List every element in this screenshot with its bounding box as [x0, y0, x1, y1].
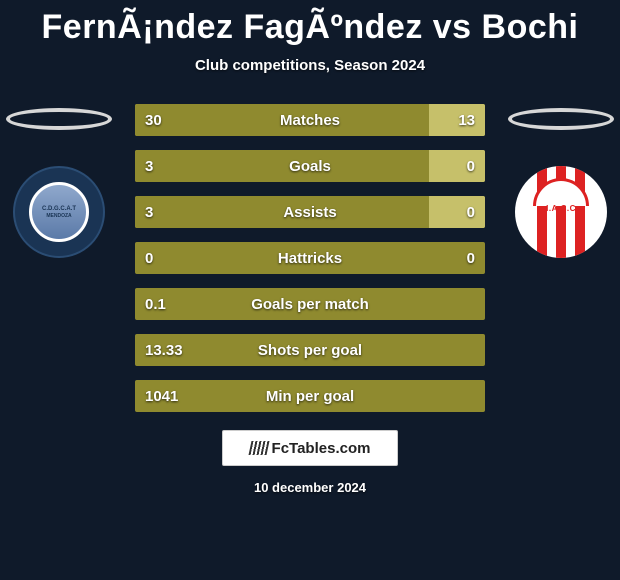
club-badge-left-inner: C.D.G.C.A.T MENDOZA: [29, 182, 89, 242]
stat-bars: 30 Matches 13 3 Goals 0 3 Assists 0 0 Hattricks 0 0.…: [135, 104, 485, 412]
stat-value-left: 3: [145, 158, 153, 175]
stat-label: Assists: [283, 204, 336, 221]
club-left-subtext: MENDOZA: [42, 214, 76, 219]
stat-value-right: 0: [467, 250, 475, 267]
stat-row: 1041 Min per goal: [135, 380, 485, 412]
brand-icon: [248, 441, 269, 455]
stat-value-left: 0: [145, 250, 153, 267]
club-badge-left: C.D.G.C.A.T MENDOZA: [13, 166, 105, 258]
stat-row: 3 Assists 0: [135, 196, 485, 228]
stat-row: 3 Goals 0: [135, 150, 485, 182]
left-column: C.D.G.C.A.T MENDOZA: [4, 104, 114, 258]
stat-row: 30 Matches 13: [135, 104, 485, 136]
brand-logo[interactable]: FcTables.com: [222, 430, 398, 466]
club-left-text: C.D.G.C.A.T: [42, 206, 76, 212]
player-right-silhouette: [508, 108, 614, 130]
stat-label: Hattricks: [278, 250, 342, 267]
stat-label: Matches: [280, 112, 340, 129]
stat-value-right: 0: [467, 158, 475, 175]
stat-label: Min per goal: [266, 388, 354, 405]
bar-left-fill: [135, 150, 429, 182]
footer-date: 10 december 2024: [0, 480, 620, 495]
bar-left-fill: [135, 196, 429, 228]
bar-right-fill: [429, 104, 485, 136]
stat-row: 0 Hattricks 0: [135, 242, 485, 274]
player-left-silhouette: [6, 108, 112, 130]
stat-value-right: 13: [458, 112, 475, 129]
stat-row: 13.33 Shots per goal: [135, 334, 485, 366]
stat-label: Shots per goal: [258, 342, 362, 359]
stat-row: 0.1 Goals per match: [135, 288, 485, 320]
subtitle: Club competitions, Season 2024: [0, 57, 620, 74]
stat-value-right: 0: [467, 204, 475, 221]
stat-label: Goals: [289, 158, 331, 175]
comparison-content: C.D.G.C.A.T MENDOZA I.A.C.C 30Matches133…: [0, 104, 620, 412]
bar-right-fill: [429, 196, 485, 228]
brand-text: FcTables.com: [272, 440, 371, 457]
stat-value-left: 30: [145, 112, 162, 129]
stat-value-left: 0.1: [145, 296, 166, 313]
stat-value-left: 1041: [145, 388, 178, 405]
stat-label: Goals per match: [251, 296, 369, 313]
right-column: I.A.C.C: [506, 104, 616, 258]
club-badge-right: I.A.C.C: [515, 166, 607, 258]
stat-value-left: 13.33: [145, 342, 183, 359]
badge-right-stripe-3: [575, 166, 585, 258]
bar-right-fill: [429, 150, 485, 182]
page-title: FernÃ¡ndez FagÃºndez vs Bochi: [0, 0, 620, 47]
club-right-text: I.A.C.C: [546, 204, 576, 213]
stat-value-left: 3: [145, 204, 153, 221]
